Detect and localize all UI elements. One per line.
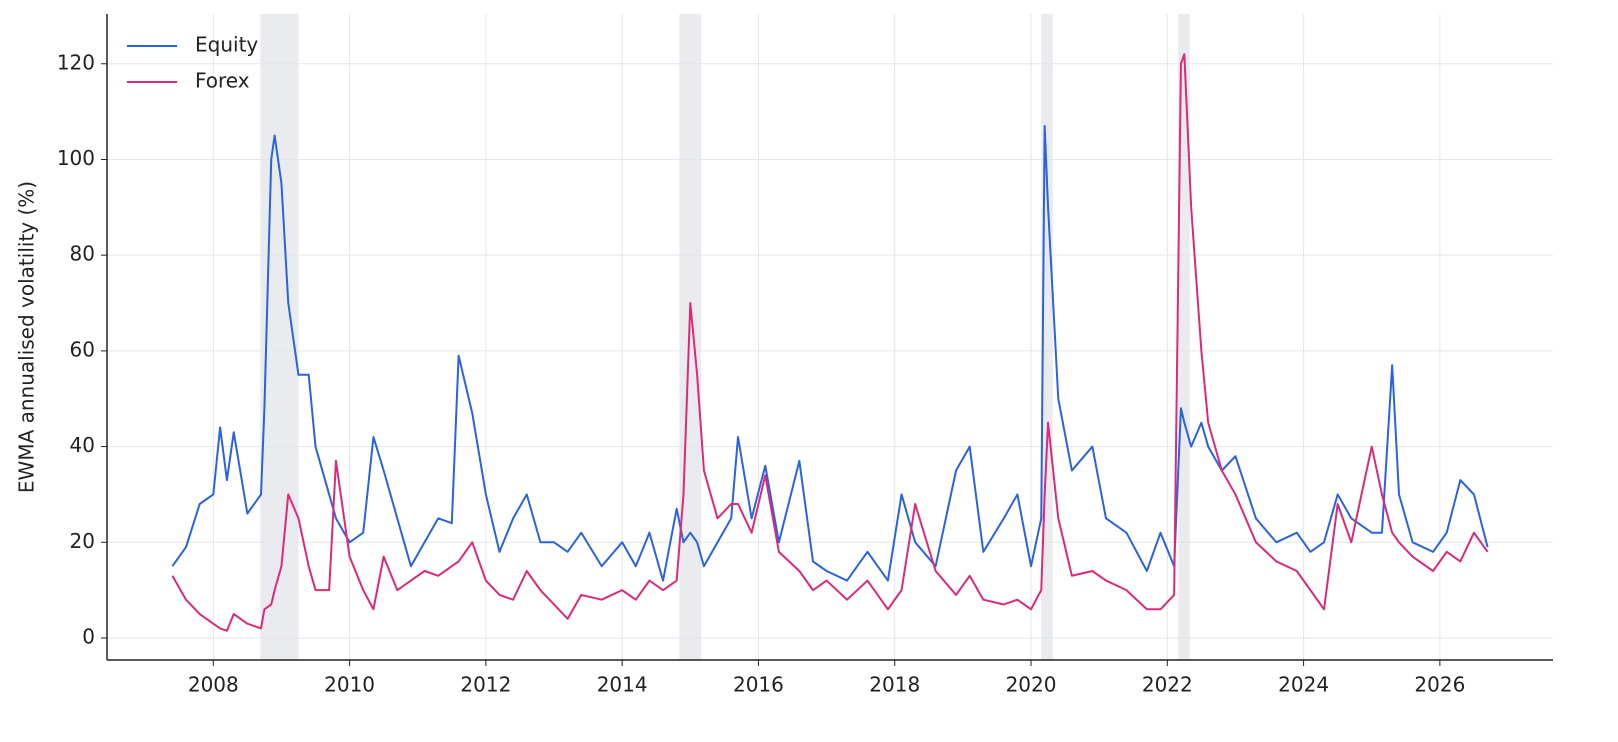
y-tick-label: 40 (70, 433, 95, 457)
legend-label: Equity (195, 33, 258, 57)
x-tick-label: 2022 (1142, 673, 1193, 697)
line-series (171, 124, 1489, 582)
y-axis-label: EWMA annualised volatility (%) (15, 181, 39, 493)
x-tick-label: 2012 (460, 673, 511, 697)
y-tick-label: 100 (57, 146, 95, 170)
y-tick-label: 80 (70, 242, 95, 266)
x-tick-label: 2018 (869, 673, 920, 697)
x-tick-label: 2026 (1414, 673, 1465, 697)
y-tick-label: 0 (82, 624, 95, 648)
line-series (171, 53, 1489, 632)
x-tick-label: 2010 (324, 673, 375, 697)
shaded-span (1041, 14, 1053, 660)
y-tick-label: 60 (70, 337, 95, 361)
shaded-span (1178, 14, 1190, 660)
x-tick-label: 2024 (1278, 673, 1329, 697)
x-tick-label: 2014 (597, 673, 648, 697)
legend-label: Forex (195, 69, 250, 93)
y-tick-label: 20 (70, 529, 95, 553)
x-tick-label: 2020 (1006, 673, 1057, 697)
x-tick-label: 2016 (733, 673, 784, 697)
y-tick-label: 120 (57, 50, 95, 74)
shaded-span (679, 14, 702, 660)
x-tick-label: 2008 (188, 673, 239, 697)
